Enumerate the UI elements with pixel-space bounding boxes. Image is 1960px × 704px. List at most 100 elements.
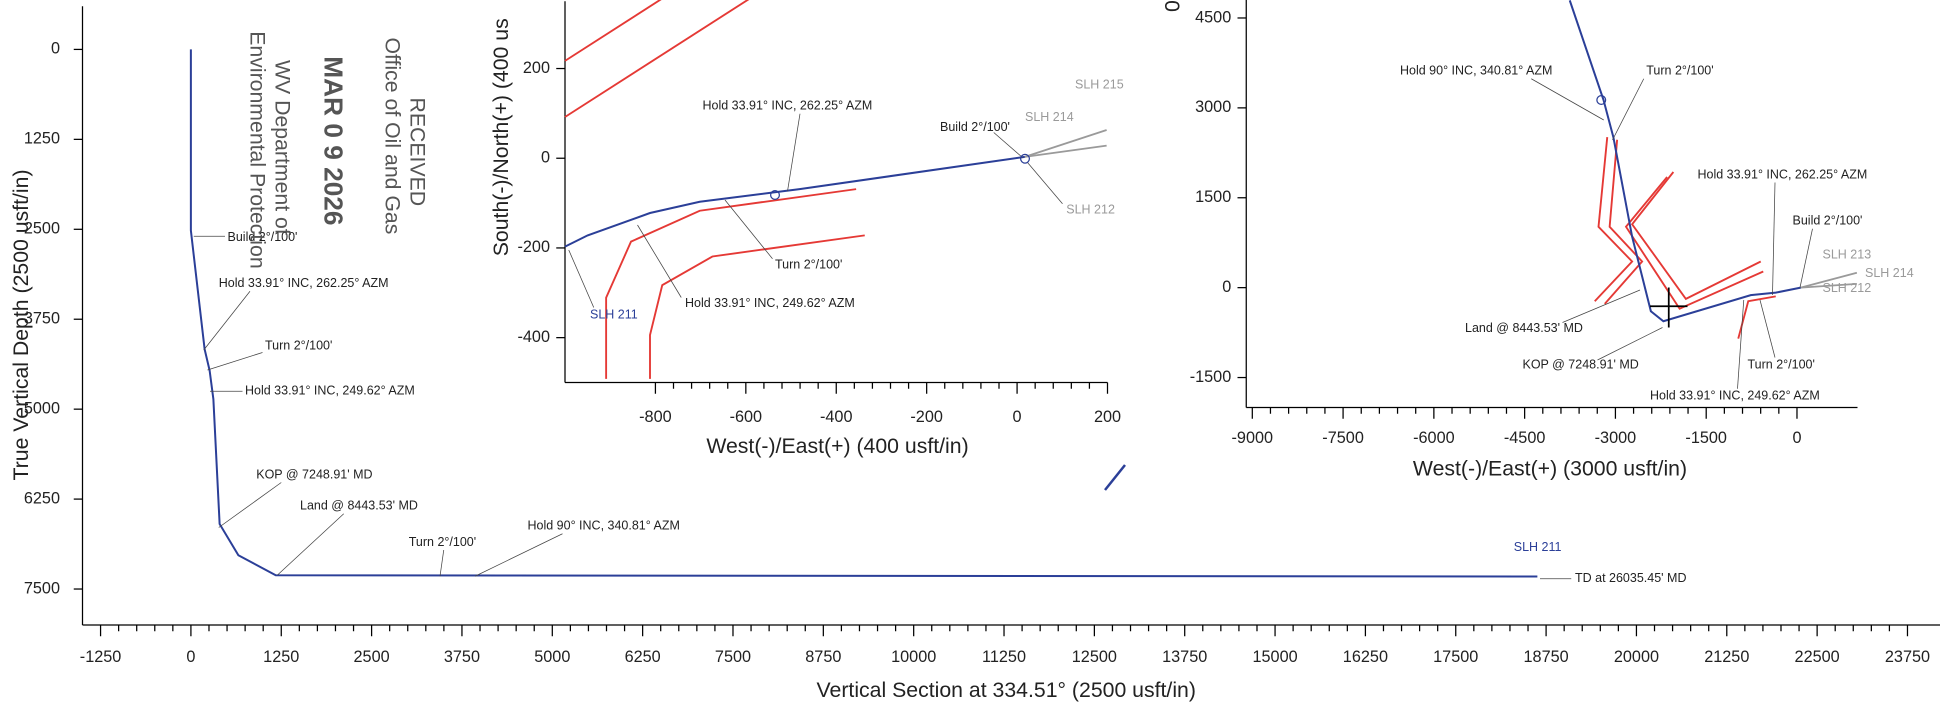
x-tick-label: -1500 xyxy=(1685,429,1727,447)
x-tick-label: -6000 xyxy=(1413,429,1455,447)
x-tick-label: -4500 xyxy=(1504,429,1546,447)
y-tick-label: -200 xyxy=(517,238,550,256)
well-path xyxy=(1800,282,1857,289)
leader-line xyxy=(787,113,801,192)
y-tick-label: 1250 xyxy=(24,130,60,148)
x-axis-title: West(-)/East(+) (3000 usft/in) xyxy=(1413,457,1687,481)
x-tick-label: -600 xyxy=(730,408,763,426)
annotation: SLH 211 xyxy=(1514,540,1562,554)
annotation: Turn 2°/100' xyxy=(1748,357,1815,371)
well-path xyxy=(1630,171,1762,301)
annotation: Hold 33.91° INC, 262.25° AZM xyxy=(219,276,389,290)
leader-line xyxy=(1737,299,1745,389)
annotation: SLH 212 xyxy=(1066,202,1115,216)
x-tick-label: 21250 xyxy=(1704,648,1749,666)
x-tick-label: 6250 xyxy=(625,648,661,666)
leader-line xyxy=(207,352,263,371)
leader-line xyxy=(1562,289,1641,323)
annotation: Build 2°/100' xyxy=(228,230,298,244)
x-tick-label: 16250 xyxy=(1343,648,1388,666)
x-tick-label: -7500 xyxy=(1322,429,1364,447)
x-tick-label: 11250 xyxy=(982,648,1026,666)
well-path xyxy=(1024,129,1107,158)
stamp-text: RECEIVED xyxy=(406,98,430,207)
y-tick-label: 0 xyxy=(541,149,550,167)
x-tick-label: 20000 xyxy=(1614,648,1659,666)
leader-line xyxy=(1531,78,1604,121)
leader-line xyxy=(1799,228,1813,288)
x-tick-label: 8750 xyxy=(805,648,841,666)
y-axis-title: South(-)/North(+) (400 us xyxy=(489,18,513,256)
x-tick-label: 3750 xyxy=(444,648,480,666)
y-tick-label: 4500 xyxy=(1195,8,1231,26)
stamp-text: Office of Oil and Gas xyxy=(381,38,405,235)
annotation: Turn 2°/100' xyxy=(265,339,332,353)
y-tick-label: 3000 xyxy=(1195,98,1231,116)
leader-line xyxy=(993,132,1023,158)
stamp-text: WV Department of xyxy=(271,60,295,235)
leader-line xyxy=(277,513,345,576)
y-axis-title: True Vertical Depth (2500 usft/in) xyxy=(9,169,33,480)
annotation: KOP @ 7248.91' MD xyxy=(1523,357,1639,371)
x-tick-label: 200 xyxy=(1094,408,1121,426)
x-tick-label: 12500 xyxy=(1072,648,1117,666)
well-path xyxy=(605,188,857,379)
x-tick-label: 22500 xyxy=(1795,648,1840,666)
x-tick-label: -9000 xyxy=(1232,429,1274,447)
leader-line xyxy=(1612,78,1645,141)
plot: -1250 0 1250 2500 3750 5000 6250 7500 8750 10000 1… xyxy=(9,6,1940,702)
x-tick-label: 18750 xyxy=(1524,648,1569,666)
y-tick-label: 5000 xyxy=(24,399,60,417)
leader-line xyxy=(439,549,445,577)
well-path xyxy=(1800,271,1858,289)
leader-line xyxy=(1027,162,1063,204)
leader-line xyxy=(637,224,682,298)
x-tick-label: 23750 xyxy=(1885,648,1930,666)
y-tick-label: -1500 xyxy=(1190,368,1232,386)
well-path xyxy=(189,49,1538,578)
x-tick-label: -1250 xyxy=(80,648,122,666)
x-tick-label: 0 xyxy=(1013,408,1022,426)
annotation: Turn 2°/100' xyxy=(409,535,476,549)
annotation: TD at 26035.45' MD xyxy=(1575,571,1686,585)
y-tick-label: 3750 xyxy=(24,310,60,328)
well-path xyxy=(1568,0,1801,323)
leader-line xyxy=(568,249,595,308)
leader-line xyxy=(474,533,563,577)
stamp-text: MAR 0 9 2026 xyxy=(318,56,348,225)
well-path xyxy=(564,0,662,62)
x-tick-label: 17500 xyxy=(1433,648,1478,666)
annotation: Turn 2°/100' xyxy=(1646,64,1713,78)
y-tick-label: 6250 xyxy=(24,489,60,507)
plot: -800 -600 -400 -200 0 200 -400 -200 0 200 West(-)/… xyxy=(489,0,1124,458)
well-path xyxy=(1604,139,1644,305)
y-tick-label: 0 xyxy=(51,40,60,58)
y-tick-label: 200 xyxy=(523,59,550,77)
survey-marker xyxy=(1596,94,1607,105)
well-path xyxy=(564,0,750,118)
y-tick-label: 1500 xyxy=(1195,188,1231,206)
x-tick-label: -200 xyxy=(910,408,943,426)
annotation: SLH 214 xyxy=(1865,266,1914,280)
annotation: Hold 90° INC, 340.81° AZM xyxy=(1400,64,1552,78)
annotation: Land @ 8443.53' MD xyxy=(300,499,418,513)
leader-line xyxy=(1772,182,1776,296)
x-tick-label: 15000 xyxy=(1252,648,1297,666)
ink-mark xyxy=(1104,464,1126,491)
annotation: Hold 90° INC, 340.81° AZM xyxy=(528,519,680,533)
annotation: Hold 33.91° INC, 249.62° AZM xyxy=(245,384,415,398)
x-tick-label: 7500 xyxy=(715,648,751,666)
leader-line xyxy=(1759,299,1776,358)
survey-marker xyxy=(770,189,781,200)
well-path xyxy=(1024,144,1107,158)
x-axis-title: West(-)/East(+) (400 usft/in) xyxy=(706,434,968,458)
annotation: Hold 33.91° INC, 249.62° AZM xyxy=(1650,389,1820,403)
x-tick-label: 0 xyxy=(1792,429,1801,447)
annotation: Hold 33.91° INC, 249.62° AZM xyxy=(685,296,855,310)
annotation: SLH 214 xyxy=(1025,110,1074,124)
annotation: Build 2°/100' xyxy=(940,120,1010,134)
annotation: KOP @ 7248.91' MD xyxy=(256,467,372,481)
annotation: Turn 2°/100' xyxy=(775,257,842,271)
well-path xyxy=(1624,176,1764,310)
